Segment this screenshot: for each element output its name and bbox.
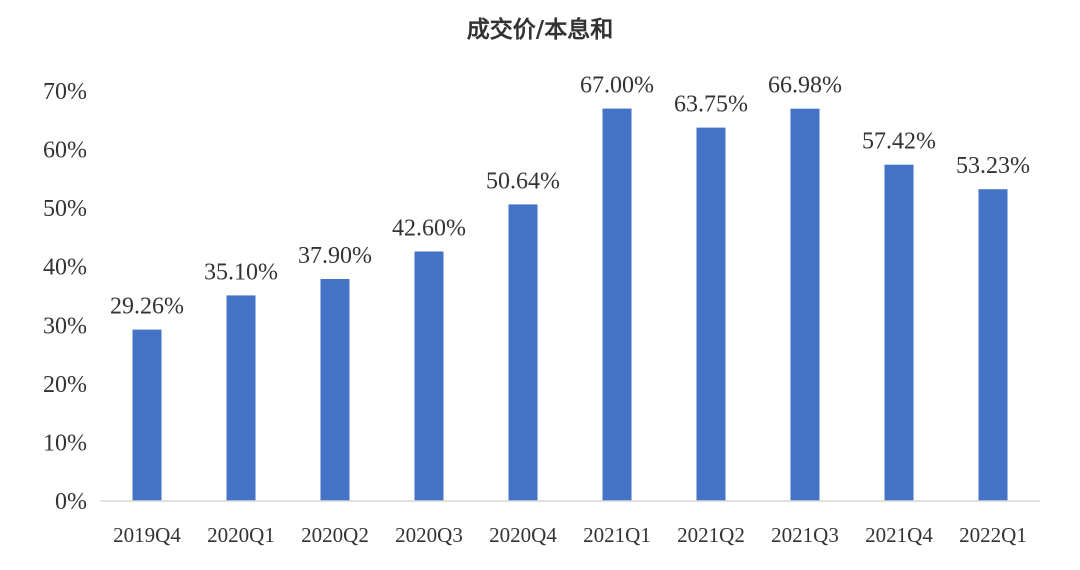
data-label: 57.42% xyxy=(862,129,936,155)
data-label: 29.26% xyxy=(110,294,184,320)
bar xyxy=(132,329,162,501)
bar xyxy=(414,251,444,501)
x-tick-label: 2020Q2 xyxy=(301,523,369,547)
x-tick-label: 2019Q4 xyxy=(113,523,181,547)
x-tick-label: 2021Q3 xyxy=(771,523,839,547)
bar xyxy=(602,108,632,502)
data-label: 35.10% xyxy=(204,259,278,285)
y-tick-label: 30% xyxy=(43,313,87,339)
x-tick-label: 2021Q1 xyxy=(583,523,651,547)
data-labels: 29.26% 35.10% 37.90% 42.60% 50.64% 67.00% 63.7… xyxy=(110,73,1030,320)
x-tick-label: 2021Q2 xyxy=(677,523,745,547)
y-tick-label: 10% xyxy=(43,430,87,456)
y-tick-label: 0% xyxy=(55,489,87,515)
data-label: 42.60% xyxy=(392,215,466,241)
bar xyxy=(320,279,350,501)
x-tick-label: 2021Q4 xyxy=(865,523,933,547)
y-tick-label: 70% xyxy=(43,79,87,105)
data-label: 66.98% xyxy=(768,73,842,99)
bar xyxy=(696,127,726,501)
data-label: 50.64% xyxy=(486,168,560,194)
x-tick-label: 2022Q1 xyxy=(959,523,1027,547)
x-tick-label: 2020Q4 xyxy=(489,523,557,547)
x-axis: 2019Q4 2020Q1 2020Q2 2020Q3 2020Q4 2021Q1 2021… xyxy=(113,523,1027,547)
bar xyxy=(508,204,538,501)
bar xyxy=(978,189,1008,501)
data-label: 37.90% xyxy=(298,243,372,269)
data-label: 67.00% xyxy=(580,73,654,99)
bar xyxy=(884,164,914,501)
bars xyxy=(132,108,1008,502)
y-tick-label: 40% xyxy=(43,255,87,281)
data-label: 63.75% xyxy=(674,92,748,118)
bar xyxy=(790,108,820,501)
x-tick-label: 2020Q1 xyxy=(207,523,275,547)
y-axis: 0% 10% 20% 30% 40% 50% 60% 70% xyxy=(43,79,87,515)
x-tick-label: 2020Q3 xyxy=(395,523,463,547)
chart-title: 成交价/本息和 xyxy=(466,17,614,43)
y-tick-label: 20% xyxy=(43,372,87,398)
bar xyxy=(226,295,256,501)
y-tick-label: 60% xyxy=(43,138,87,164)
data-label: 53.23% xyxy=(956,153,1030,179)
y-tick-label: 50% xyxy=(43,196,87,222)
